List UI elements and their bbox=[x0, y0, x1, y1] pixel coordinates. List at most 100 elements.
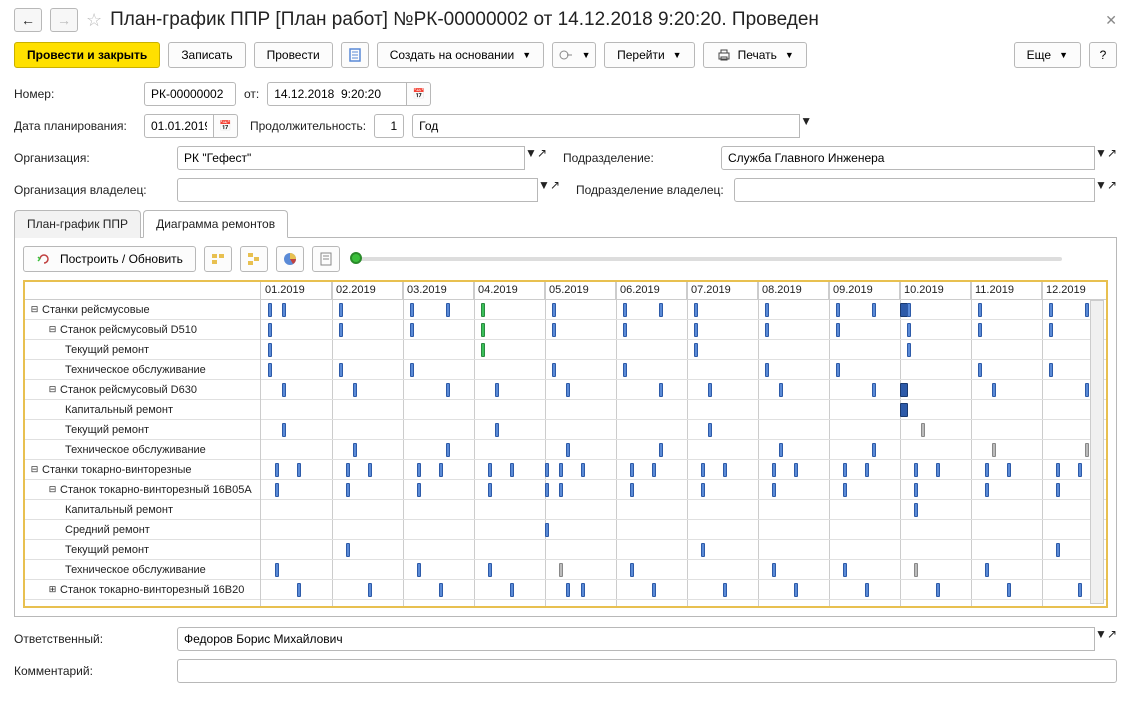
gantt-bar[interactable] bbox=[708, 383, 712, 397]
gantt-bar[interactable] bbox=[872, 443, 876, 457]
gantt-tree-row[interactable]: Капитальный ремонт bbox=[25, 500, 260, 520]
gantt-bar[interactable] bbox=[488, 483, 492, 497]
attach-icon-button[interactable]: ▼ bbox=[552, 42, 596, 68]
dropdown-icon[interactable]: ▼ bbox=[538, 178, 550, 202]
gantt-bar[interactable] bbox=[282, 383, 286, 397]
gantt-bar[interactable] bbox=[1085, 443, 1089, 457]
gantt-bar[interactable] bbox=[843, 563, 847, 577]
gantt-bar[interactable] bbox=[368, 583, 372, 597]
gantt-bar[interactable] bbox=[268, 323, 272, 337]
tree-expand-button[interactable] bbox=[204, 246, 232, 272]
gantt-bar[interactable] bbox=[1078, 463, 1082, 477]
goto-button[interactable]: Перейти▼ bbox=[604, 42, 694, 68]
gantt-bar[interactable] bbox=[552, 303, 556, 317]
org-select[interactable] bbox=[177, 146, 525, 170]
gantt-bar[interactable] bbox=[410, 363, 414, 377]
list-button[interactable] bbox=[312, 246, 340, 272]
build-refresh-button[interactable]: Построить / Обновить bbox=[23, 246, 196, 272]
gantt-bar[interactable] bbox=[652, 583, 656, 597]
gantt-bar[interactable] bbox=[559, 563, 563, 577]
gantt-bar[interactable] bbox=[1056, 483, 1060, 497]
gantt-tree-row[interactable]: Техническое обслуживание bbox=[25, 560, 260, 580]
write-button[interactable]: Записать bbox=[168, 42, 245, 68]
gantt-bar[interactable] bbox=[843, 483, 847, 497]
dropdown-icon[interactable]: ▼ bbox=[525, 146, 537, 170]
gantt-bar[interactable] bbox=[985, 563, 989, 577]
zoom-slider[interactable] bbox=[352, 257, 1062, 261]
gantt-bar[interactable] bbox=[701, 543, 705, 557]
gantt-bar[interactable] bbox=[623, 363, 627, 377]
gantt-bar[interactable] bbox=[545, 523, 549, 537]
gantt-bar[interactable] bbox=[765, 323, 769, 337]
gantt-bar[interactable] bbox=[659, 383, 663, 397]
gantt-tree-row[interactable]: ⊟Станки токарно-винторезные bbox=[25, 460, 260, 480]
gantt-bar[interactable] bbox=[985, 463, 989, 477]
pie-chart-button[interactable] bbox=[276, 246, 304, 272]
gantt-bar[interactable] bbox=[865, 463, 869, 477]
gantt-bar[interactable] bbox=[872, 383, 876, 397]
org-owner-select[interactable] bbox=[177, 178, 538, 202]
duration-unit-select[interactable] bbox=[412, 114, 800, 138]
gantt-tree-row[interactable]: ⊞Станок токарно-винторезный 16В20 bbox=[25, 580, 260, 600]
gantt-bar[interactable] bbox=[630, 563, 634, 577]
gantt-bar[interactable] bbox=[346, 543, 350, 557]
gantt-bar[interactable] bbox=[1056, 543, 1060, 557]
calendar-icon[interactable]: 📅 bbox=[214, 114, 238, 138]
open-icon[interactable]: ↗ bbox=[537, 146, 547, 170]
gantt-bar[interactable] bbox=[914, 503, 918, 517]
gantt-bar[interactable] bbox=[1049, 303, 1053, 317]
gantt-bar[interactable] bbox=[723, 463, 727, 477]
gantt-bar[interactable] bbox=[779, 383, 783, 397]
gantt-bar[interactable] bbox=[410, 303, 414, 317]
collapse-icon[interactable]: ⊟ bbox=[29, 304, 40, 315]
gantt-bar[interactable] bbox=[985, 483, 989, 497]
date-field[interactable] bbox=[267, 82, 407, 106]
close-icon[interactable]: ✕ bbox=[1105, 12, 1117, 29]
gantt-tree-row[interactable]: Средний ремонт bbox=[25, 520, 260, 540]
gantt-bar[interactable] bbox=[488, 463, 492, 477]
gantt-bar[interactable] bbox=[481, 303, 485, 317]
gantt-bar[interactable] bbox=[495, 383, 499, 397]
gantt-bar[interactable] bbox=[268, 363, 272, 377]
gantt-bar[interactable] bbox=[659, 303, 663, 317]
gantt-bar[interactable] bbox=[836, 303, 840, 317]
gantt-bar[interactable] bbox=[779, 443, 783, 457]
collapse-icon[interactable]: ⊟ bbox=[29, 464, 40, 475]
gantt-bar[interactable] bbox=[992, 443, 996, 457]
more-button[interactable]: Еще▼ bbox=[1014, 42, 1081, 68]
gantt-bar[interactable] bbox=[275, 463, 279, 477]
gantt-bar[interactable] bbox=[978, 363, 982, 377]
gantt-bar[interactable] bbox=[488, 563, 492, 577]
gantt-bar[interactable] bbox=[552, 323, 556, 337]
gantt-bar[interactable] bbox=[339, 303, 343, 317]
open-icon[interactable]: ↗ bbox=[1107, 627, 1117, 651]
gantt-bar[interactable] bbox=[1007, 583, 1011, 597]
gantt-bar[interactable] bbox=[978, 323, 982, 337]
gantt-bar[interactable] bbox=[495, 423, 499, 437]
document-icon-button[interactable] bbox=[341, 42, 369, 68]
print-button[interactable]: Печать▼ bbox=[703, 42, 807, 68]
gantt-bar[interactable] bbox=[708, 423, 712, 437]
nav-back-button[interactable]: ← bbox=[14, 8, 42, 32]
gantt-bar[interactable] bbox=[410, 323, 414, 337]
collapse-icon[interactable]: ⊟ bbox=[47, 384, 58, 395]
gantt-bar[interactable] bbox=[559, 463, 563, 477]
tab[interactable]: План-график ППР bbox=[14, 210, 141, 238]
gantt-tree-row[interactable]: Текущий ремонт bbox=[25, 540, 260, 560]
gantt-tree-row[interactable]: ⊟Станок токарно-винторезный 16В05А bbox=[25, 480, 260, 500]
gantt-tree-row[interactable]: ⊟Станок рейсмусовый D510 bbox=[25, 320, 260, 340]
gantt-bar[interactable] bbox=[907, 343, 911, 357]
gantt-bar[interactable] bbox=[481, 343, 485, 357]
gantt-bar[interactable] bbox=[623, 323, 627, 337]
gantt-bar[interactable] bbox=[297, 463, 301, 477]
gantt-bar[interactable] bbox=[914, 483, 918, 497]
gantt-bar[interactable] bbox=[794, 463, 798, 477]
collapse-icon[interactable]: ⊟ bbox=[47, 484, 58, 495]
gantt-bar[interactable] bbox=[282, 423, 286, 437]
collapse-icon[interactable]: ⊟ bbox=[47, 324, 58, 335]
number-field[interactable] bbox=[144, 82, 236, 106]
gantt-bar[interactable] bbox=[772, 463, 776, 477]
dropdown-icon[interactable]: ▼ bbox=[800, 114, 812, 138]
gantt-bar[interactable] bbox=[701, 483, 705, 497]
gantt-bar[interactable] bbox=[992, 383, 996, 397]
